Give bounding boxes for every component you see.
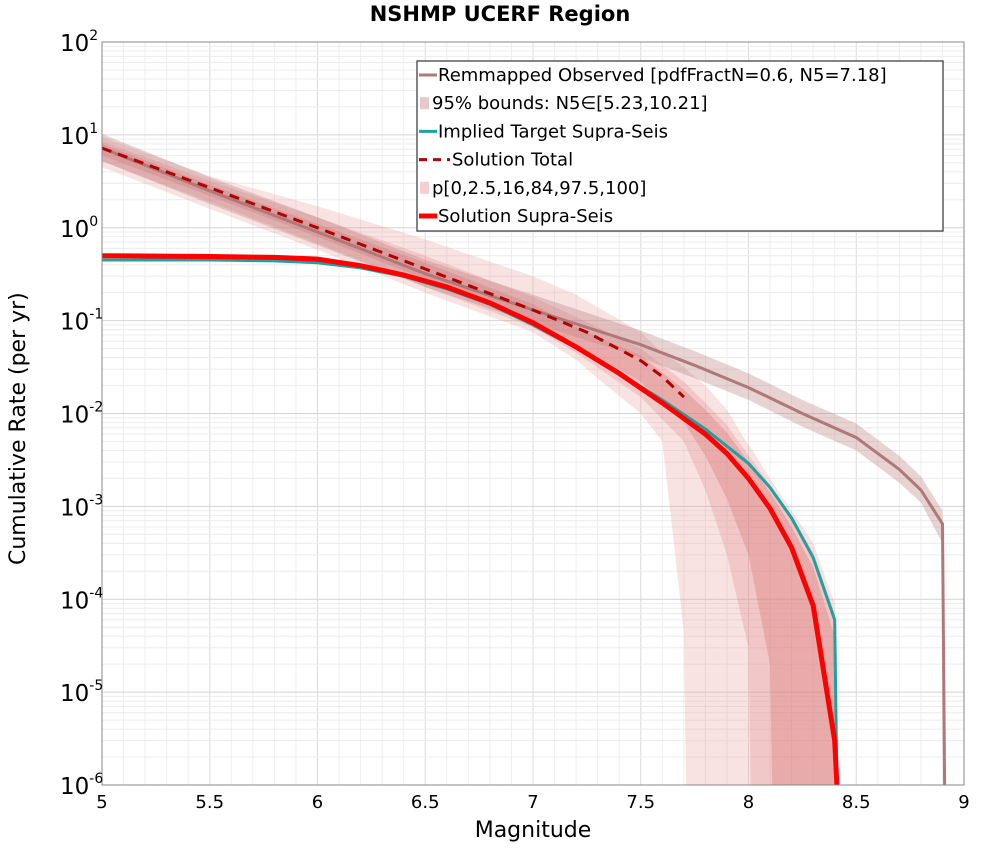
legend-swatch (420, 97, 429, 110)
solution-supra-seis-line (101, 253, 840, 786)
y-tick-label: 10-1 (60, 307, 103, 336)
percentile-band (102, 136, 837, 785)
legend: Remmapped Observed [pdfFractN=0.6, N5=7.… (416, 60, 944, 232)
legend-label: p[0,2.5,16,84,97.5,100] (432, 178, 646, 199)
x-tick-label: 8.5 (842, 792, 871, 813)
y-tick-label: 10-2 (60, 400, 103, 429)
y-axis-label: Cumulative Rate (per yr) (6, 292, 31, 565)
x-axis-label: Magnitude (474, 818, 592, 843)
y-tick-labels: 10-6 10-5 10-4 10-3 10-2 10-1 100 101 102 (60, 28, 103, 800)
y-tick-label: 10-4 (60, 585, 103, 614)
x-tick-label: 5.5 (195, 792, 224, 813)
x-tick-label: 9 (958, 792, 969, 813)
legend-label: Implied Target Supra-Seis (438, 121, 668, 142)
x-tick-label: 6.5 (411, 792, 440, 813)
legend-box (416, 60, 944, 232)
observed-95-band (102, 134, 943, 544)
x-tick-labels: 5 5.5 6 6.5 7 7.5 8 8.5 9 (96, 792, 969, 813)
x-tick-label: 6 (312, 792, 323, 813)
plot-frame (101, 41, 965, 786)
y-tick-label: 10-6 (60, 771, 103, 800)
percentile-bands (102, 134, 943, 785)
series-lines (101, 146, 947, 786)
y-tick-label: 10-3 (60, 492, 103, 521)
x-tick-label: 5 (96, 792, 107, 813)
chart-title: NSHMP UCERF Region (369, 2, 631, 26)
grid-lines (101, 42, 965, 786)
x-tick-label: 8 (743, 792, 754, 813)
legend-label: Remmapped Observed [pdfFractN=0.6, N5=7.… (438, 65, 887, 86)
y-tick-label: 10-5 (60, 678, 103, 707)
legend-swatch (420, 181, 429, 194)
legend-label: Solution Supra-Seis (438, 206, 613, 227)
observed-line (101, 146, 947, 786)
y-tick-label: 100 (60, 214, 98, 243)
solution-total-line (101, 146, 685, 399)
y-tick-label: 101 (60, 121, 98, 150)
y-tick-label: 102 (60, 28, 98, 57)
legend-label: Solution Total (452, 150, 573, 171)
percentile-band (102, 141, 837, 785)
x-tick-label: 7 (527, 792, 538, 813)
x-tick-label: 7.5 (626, 792, 655, 813)
legend-label: 95% bounds: N5∈[5.23,10.21] (432, 93, 708, 114)
